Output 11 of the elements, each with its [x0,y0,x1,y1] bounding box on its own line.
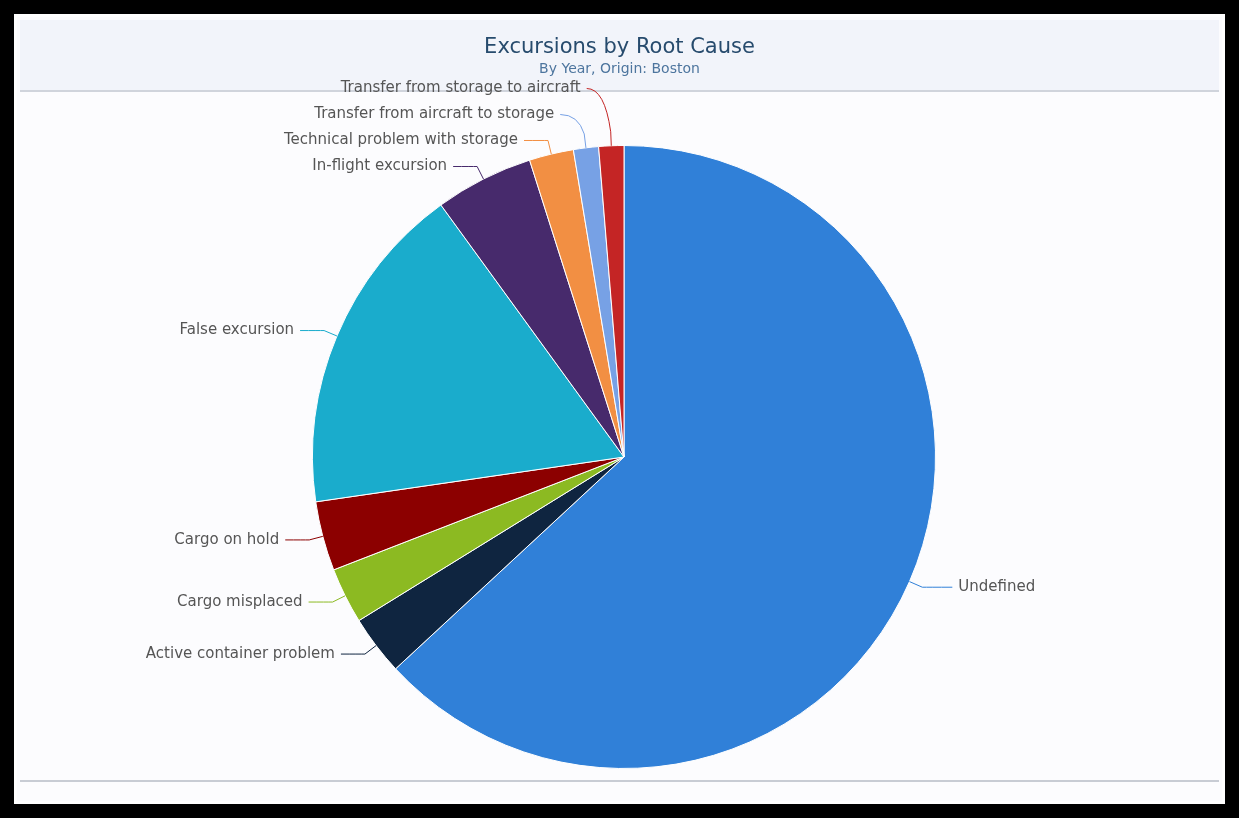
slice-label: Active container problem [145,643,335,662]
slice-label: Technical problem with storage [282,130,519,149]
slice-label: Cargo misplaced [177,591,303,610]
slice-label: Undefined [958,577,1036,596]
slice-label: Cargo on hold [174,529,280,548]
slice-label: False excursion [179,320,295,339]
chart-title: Excursions by Root Cause [483,34,756,58]
slice-label: Transfer from storage to aircraft [339,78,581,97]
slice-label: Transfer from aircraft to storage [313,104,555,123]
slice-label: In-flight excursion [312,156,448,175]
chart-subtitle: By Year, Origin: Boston [538,60,701,76]
